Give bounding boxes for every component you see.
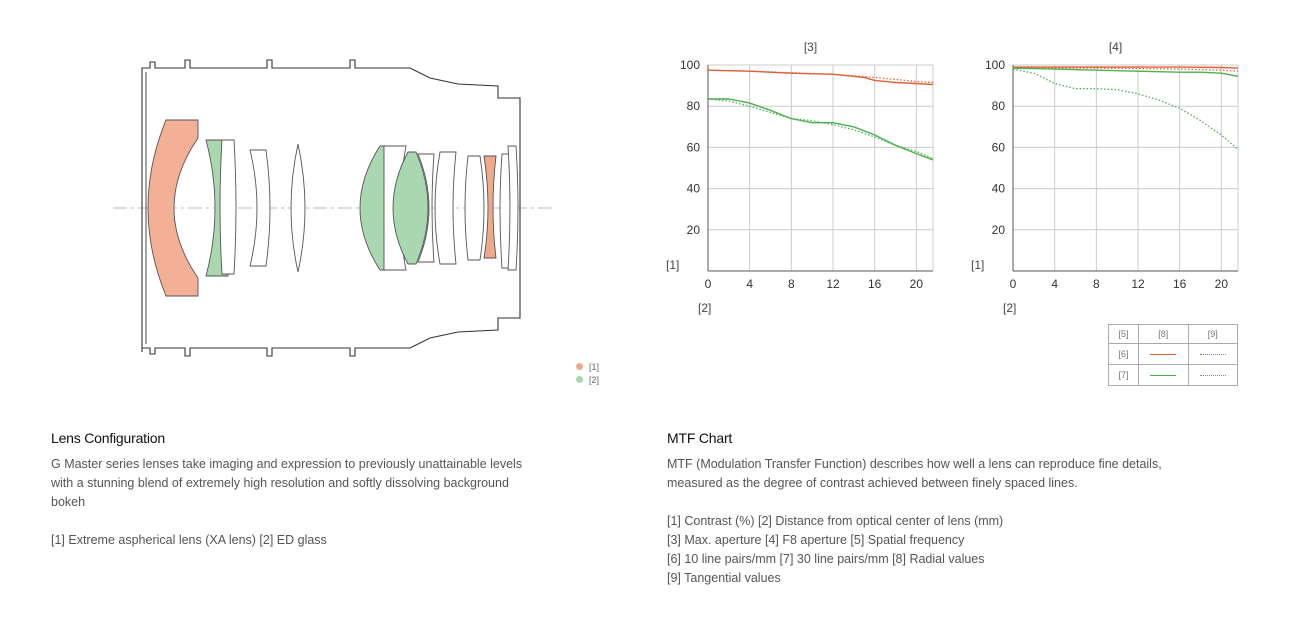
mtf-series-line xyxy=(707,69,934,84)
mtf-legend-header-cell: [8] xyxy=(1138,324,1189,344)
x-tick-label: 20 xyxy=(1215,277,1229,291)
mtf-legend-header-row: [5] [8] [9] xyxy=(1107,324,1239,344)
mtf-chart-f8-aperture: [4] 0 4 8 12 16 20 20 40 60 80 100 [1] [2] xyxy=(971,40,1239,315)
description-line: measured as the degree of contrast achie… xyxy=(667,476,1078,490)
mtf-legend-row-10lp: [6] xyxy=(1107,343,1239,365)
y-tick-label: 60 xyxy=(992,140,1006,154)
mtf-series-line xyxy=(1012,67,1239,77)
lens-element-10 xyxy=(434,151,457,265)
x-tick-label: 8 xyxy=(1093,277,1100,291)
lens-configuration-section: Lens Configuration G Master series lense… xyxy=(51,430,611,550)
lens-element-xa-front xyxy=(147,119,199,297)
lens-element-xa-rear xyxy=(483,155,497,259)
lens-element-5 xyxy=(290,143,306,273)
x-tick-label: 0 xyxy=(705,277,712,291)
mtf-chart-title: MTF Chart xyxy=(667,430,733,446)
y-tick-label: 40 xyxy=(992,182,1006,196)
mtf-legend-header-cell: [5] xyxy=(1107,324,1140,344)
y-tick-label: 100 xyxy=(985,58,1005,72)
x-tick-label: 0 xyxy=(1010,277,1017,291)
x-axis-label: [2] xyxy=(698,301,711,315)
mtf-legend-row-label: [7] xyxy=(1107,364,1140,386)
legend-line-orange-solid xyxy=(1150,354,1177,356)
mtf-series-line xyxy=(1013,66,1239,69)
x-axis-label: [2] xyxy=(1003,301,1016,315)
mtf-series-line xyxy=(708,98,934,161)
x-tick-label: 12 xyxy=(826,277,840,291)
y-axis-label: [1] xyxy=(666,258,679,272)
x-tick-label: 16 xyxy=(868,277,882,291)
lens-legend-item-xa: [1] xyxy=(576,361,599,374)
lens-element-11 xyxy=(464,155,485,261)
legend-dot-xa xyxy=(576,363,583,370)
description-line: MTF (Modulation Transfer Function) descr… xyxy=(667,457,1162,471)
lens-diagram xyxy=(113,59,555,357)
chart-title: [3] xyxy=(804,40,817,54)
mtf-chart-section: MTF Chart MTF (Modulation Transfer Funct… xyxy=(667,430,1267,588)
y-tick-label: 60 xyxy=(687,140,701,154)
lens-element-ed-3 xyxy=(392,151,429,265)
lens-element-ed-2 xyxy=(359,145,385,271)
y-tick-label: 80 xyxy=(992,99,1006,113)
mtf-chart-description: MTF (Modulation Transfer Function) descr… xyxy=(667,455,1267,588)
mtf-legend-row-30lp: [7] xyxy=(1107,364,1239,386)
lens-barrel-outline xyxy=(141,59,521,357)
x-tick-label: 12 xyxy=(1131,277,1145,291)
mtf-legend-row-label: [6] xyxy=(1107,343,1140,365)
mtf-key-list: [1] Contrast (%) [2] Distance from optic… xyxy=(667,512,1267,588)
lens-legend-note: [1] Extreme aspherical lens (XA lens) [2… xyxy=(51,533,327,547)
legend-label-xa: [1] xyxy=(589,362,600,372)
legend-line-green-dotted xyxy=(1199,375,1226,377)
lens-element-3 xyxy=(219,139,237,275)
lens-legend-item-ed: [2] xyxy=(576,374,599,387)
x-tick-label: 4 xyxy=(1051,277,1058,291)
mtf-legend-header-cell: [9] xyxy=(1187,324,1239,344)
mtf-series-line xyxy=(1012,68,1239,150)
mtf-key-line: [6] 10 line pairs/mm [7] 30 line pairs/m… xyxy=(667,552,985,566)
mtf-legend-grid: [5] [8] [9] [6] [7] xyxy=(1107,324,1239,386)
mtf-series-line xyxy=(707,69,934,86)
mtf-legend-swatch-solid xyxy=(1138,364,1189,386)
chart-title: [4] xyxy=(1109,40,1122,54)
mtf-series-line xyxy=(707,98,934,160)
x-tick-label: 16 xyxy=(1173,277,1187,291)
mtf-chart-max-aperture: [3] 0 4 8 12 16 20 20 40 60 80 100 [1] [2] xyxy=(666,40,934,315)
mtf-legend-swatch-solid xyxy=(1138,343,1189,365)
y-tick-label: 100 xyxy=(680,58,700,72)
lens-configuration-title: Lens Configuration xyxy=(51,430,165,446)
description-line: bokeh xyxy=(51,495,86,509)
y-tick-label: 20 xyxy=(687,223,701,237)
lens-element-4 xyxy=(249,149,271,267)
mtf-key-line: [1] Contrast (%) [2] Distance from optic… xyxy=(667,514,1004,528)
mtf-key-line: [3] Max. aperture [4] F8 aperture [5] Sp… xyxy=(667,533,965,547)
lens-element-14 xyxy=(507,145,519,271)
y-tick-label: 20 xyxy=(992,223,1006,237)
x-tick-label: 4 xyxy=(746,277,753,291)
y-axis-label: [1] xyxy=(971,258,984,272)
mtf-key-line: [9] Tangential values xyxy=(667,571,781,585)
legend-dot-ed xyxy=(576,376,583,383)
description-line: with a stunning blend of extremely high … xyxy=(51,476,509,490)
y-tick-label: 40 xyxy=(687,182,701,196)
description-line: G Master series lenses take imaging and … xyxy=(51,457,523,471)
lens-configuration-description: G Master series lenses take imaging and … xyxy=(51,455,611,550)
x-tick-label: 8 xyxy=(788,277,795,291)
legend-line-orange-dotted xyxy=(1199,354,1226,356)
lens-element-9 xyxy=(417,153,435,263)
x-tick-label: 20 xyxy=(910,277,924,291)
y-tick-label: 80 xyxy=(687,99,701,113)
legend-line-green-solid xyxy=(1150,375,1177,377)
mtf-legend-swatch-dotted xyxy=(1187,364,1239,386)
mtf-legend-table: [5] [8] [9] [6] [7] xyxy=(1107,324,1239,386)
lens-legend: [1] [2] xyxy=(576,361,599,387)
mtf-legend-swatch-dotted xyxy=(1187,343,1239,365)
legend-label-ed: [2] xyxy=(589,375,600,385)
